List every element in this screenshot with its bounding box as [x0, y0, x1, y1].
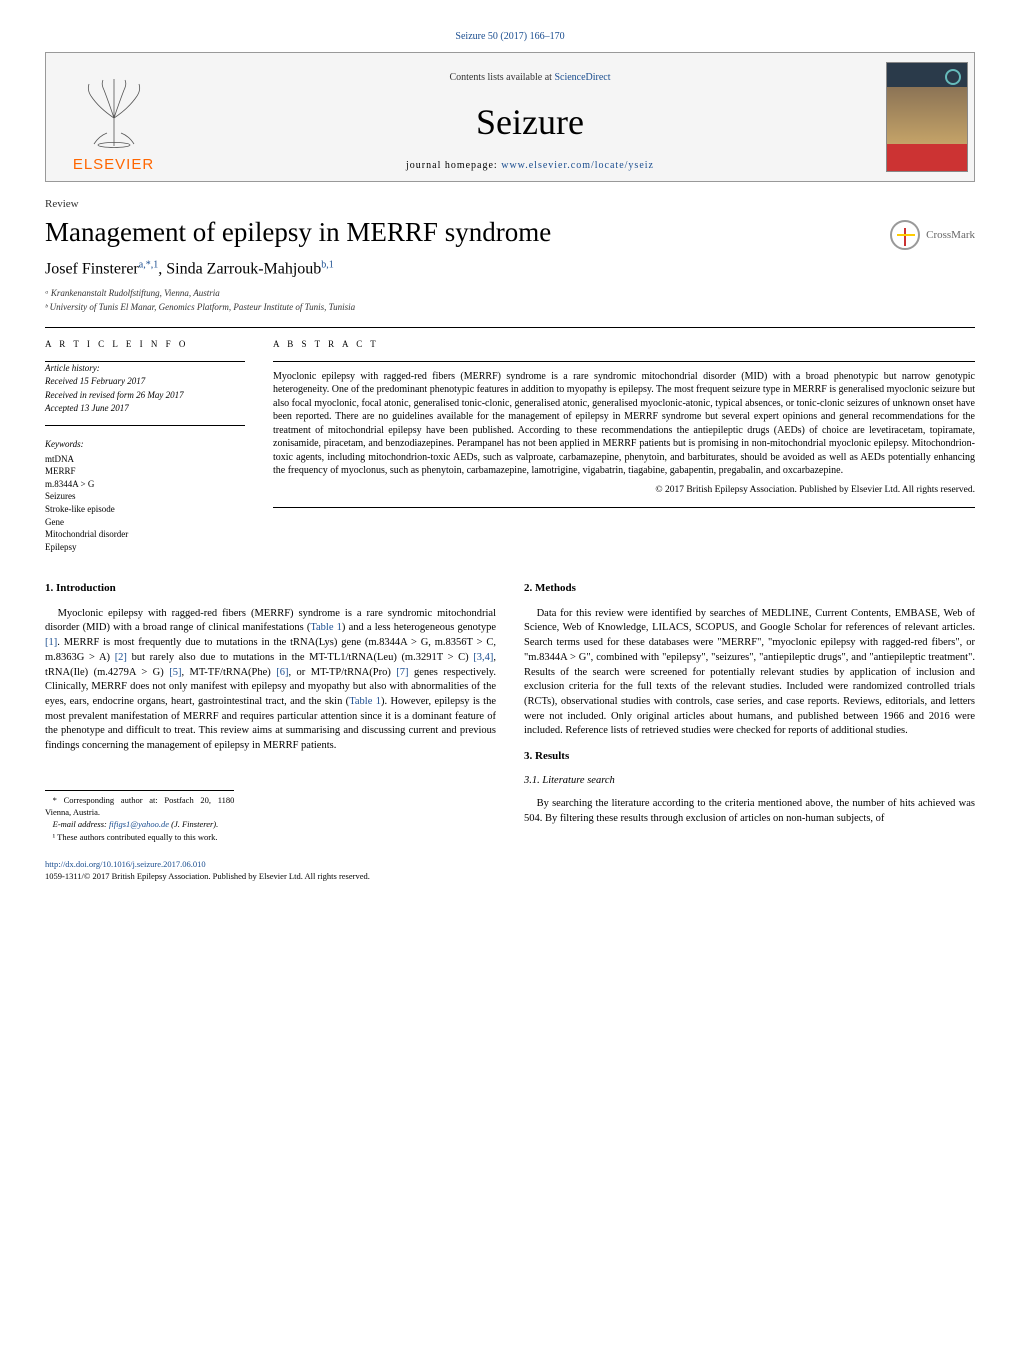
authors: Josef Finsterera,*,1, Sinda Zarrouk-Mahj… [45, 258, 975, 281]
author-afn-b[interactable]: b, [321, 261, 329, 278]
table1-link-2[interactable]: Table 1 [349, 696, 381, 707]
email-label: E-mail address: [53, 819, 109, 829]
abstract-text: Myoclonic epilepsy with ragged-red fiber… [273, 370, 975, 478]
email-link[interactable]: fifigs1@yahoo.de [109, 819, 169, 829]
intro-paragraph: Myoclonic epilepsy with ragged-red fiber… [45, 607, 496, 754]
keyword: m.8344A > G [45, 478, 245, 491]
elsevier-tree-icon [79, 78, 149, 148]
litsearch-paragraph: By searching the literature according to… [524, 797, 975, 826]
corr-footnote: * Corresponding author at: Postfach 20, … [45, 795, 234, 819]
abstract: A B S T R A C T Myoclonic epilepsy with … [273, 338, 975, 553]
right-column: 2. Methods Data for this review were ide… [524, 581, 975, 845]
table1-link[interactable]: Table 1 [310, 622, 342, 633]
email-after: (J. Finsterer). [169, 819, 218, 829]
author-fn1b[interactable]: 1 [329, 261, 334, 278]
homepage-line: journal homepage: www.elsevier.com/locat… [191, 159, 869, 173]
affiliation-b: ᵇ University of Tunis El Manar, Genomics… [45, 301, 975, 314]
ref-2[interactable]: [2] [115, 652, 127, 663]
results-heading: 3. Results [524, 749, 975, 764]
masthead-center: Contents lists available at ScienceDirec… [181, 53, 879, 181]
homepage-link[interactable]: www.elsevier.com/locate/yseiz [501, 160, 654, 171]
sciencedirect-link[interactable]: ScienceDirect [554, 72, 610, 83]
equal-footnote: ¹ These authors contributed equally to t… [45, 832, 234, 844]
cover-block [879, 53, 974, 181]
masthead: ELSEVIER Contents lists available at Sci… [45, 52, 975, 182]
methods-paragraph: Data for this review were identified by … [524, 607, 975, 739]
footer-copyright: 1059-1311/© 2017 British Epilepsy Associ… [45, 871, 975, 883]
keyword: Gene [45, 516, 245, 529]
ref-3-4[interactable]: [3,4] [473, 652, 493, 663]
citation-header: Seizure 50 (2017) 166–170 [45, 30, 975, 44]
author-afn-a[interactable]: a, [139, 261, 146, 278]
citation-link[interactable]: Seizure 50 (2017) 166–170 [455, 31, 564, 42]
affiliations: ᵃ Krankenanstalt Rudolfstiftung, Vienna,… [45, 287, 975, 313]
info-label: A R T I C L E I N F O [45, 338, 245, 351]
crossmark-label: CrossMark [926, 228, 975, 243]
article-history: Article history: Received 15 February 20… [45, 362, 245, 415]
footer: http://dx.doi.org/10.1016/j.seizure.2017… [45, 859, 975, 883]
keywords: mtDNA MERRF m.8344A > G Seizures Stroke-… [45, 453, 245, 554]
abstract-label: A B S T R A C T [273, 338, 975, 351]
body-columns: 1. Introduction Myoclonic epilepsy with … [45, 581, 975, 845]
crossmark-badge[interactable]: CrossMark [890, 220, 975, 250]
history-label: Article history: [45, 362, 245, 375]
keyword: Mitochondrial disorder [45, 528, 245, 541]
litsearch-heading: 3.1. Literature search [524, 774, 975, 789]
ref-5[interactable]: [5] [169, 667, 181, 678]
keyword: Stroke-like episode [45, 503, 245, 516]
abstract-divider [273, 361, 975, 362]
info-divider-2 [45, 425, 245, 426]
abstract-copyright: © 2017 British Epilepsy Association. Pub… [273, 484, 975, 497]
keyword: MERRF [45, 465, 245, 478]
keywords-label: Keywords: [45, 438, 245, 451]
doi-link[interactable]: http://dx.doi.org/10.1016/j.seizure.2017… [45, 859, 206, 869]
info-abstract-block: A R T I C L E I N F O Article history: R… [45, 327, 975, 553]
ref-1[interactable]: [1] [45, 637, 57, 648]
article-info: A R T I C L E I N F O Article history: R… [45, 338, 245, 553]
author-fn1[interactable]: 1 [153, 261, 158, 278]
ref-7[interactable]: [7] [396, 667, 408, 678]
keyword: Seizures [45, 490, 245, 503]
homepage-label: journal homepage: [406, 160, 501, 171]
abstract-divider-bottom [273, 507, 975, 508]
history-received: Received 15 February 2017 [45, 375, 245, 388]
journal-cover-thumb [886, 62, 968, 172]
history-revised: Received in revised form 26 May 2017 [45, 389, 245, 402]
crossmark-icon [890, 220, 920, 250]
contents-prefix: Contents lists available at [449, 72, 554, 83]
publisher-block: ELSEVIER [46, 53, 181, 181]
title-row: Management of epilepsy in MERRF syndrome… [45, 214, 975, 252]
article-title: Management of epilepsy in MERRF syndrome [45, 214, 870, 252]
footnotes: * Corresponding author at: Postfach 20, … [45, 790, 234, 845]
affiliation-a: ᵃ Krankenanstalt Rudolfstiftung, Vienna,… [45, 287, 975, 300]
email-footnote: E-mail address: fifigs1@yahoo.de (J. Fin… [45, 819, 234, 831]
left-column: 1. Introduction Myoclonic epilepsy with … [45, 581, 496, 845]
keyword: Epilepsy [45, 541, 245, 554]
history-accepted: Accepted 13 June 2017 [45, 402, 245, 415]
publisher-name: ELSEVIER [73, 154, 154, 175]
intro-heading: 1. Introduction [45, 581, 496, 596]
article-type: Review [45, 197, 975, 212]
methods-heading: 2. Methods [524, 581, 975, 596]
contents-line: Contents lists available at ScienceDirec… [191, 71, 869, 85]
keyword: mtDNA [45, 453, 245, 466]
journal-name: Seizure [191, 97, 869, 147]
ref-6[interactable]: [6] [276, 667, 288, 678]
